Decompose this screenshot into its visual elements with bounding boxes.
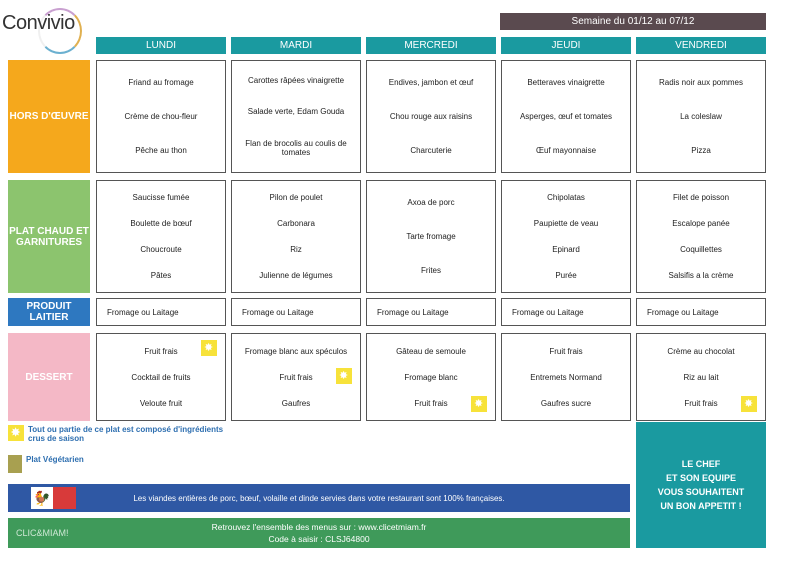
menu-cell: Gâteau de semoule Fromage blanc Fruit frai… <box>366 333 496 421</box>
convivio-logo: Convivio <box>0 6 90 54</box>
menu-cell: Carottes râpées vinaigrette Salade verte,… <box>231 60 361 173</box>
menu-item: Fromage ou Laitage <box>512 307 584 317</box>
menu-item: Fruit frais <box>414 398 448 408</box>
menus-link[interactable]: Retrouvez l'ensemble des menus sur : www… <box>211 522 427 532</box>
menu-item: Endives, jambon et œuf <box>388 77 474 87</box>
chef-message: LE CHEF ET SON EQUIPE VOUS SOUHAITENT UN… <box>636 422 766 548</box>
menu-item: Riz <box>290 244 302 254</box>
menu-item: Betteraves vinaigrette <box>527 77 605 87</box>
menu-item: La coleslaw <box>680 111 722 121</box>
row-label: DESSERT <box>8 333 90 421</box>
menu-item: Fromage ou Laitage <box>377 307 449 317</box>
menu-item: Fromage ou Laitage <box>647 307 719 317</box>
clicmiam-logo: CLIC&MIAM! <box>16 528 69 538</box>
row-label: HORS D'ŒUVRE <box>8 60 90 173</box>
menu-item: Carottes râpées vinaigrette <box>247 76 345 86</box>
menus-banner: CLIC&MIAM! Retrouvez l'ensemble des menu… <box>8 518 630 548</box>
day-header-vendredi: VENDREDI <box>636 37 766 54</box>
menu-item: Fromage ou Laitage <box>107 307 179 317</box>
menu-item: Axoa de porc <box>407 197 455 207</box>
day-header-jeudi: JEUDI <box>501 37 631 54</box>
menu-item: Choucroute <box>140 244 182 254</box>
day-header-mercredi: MERCREDI <box>366 37 496 54</box>
menu-cell: Axoa de porc Tarte fromage Frites <box>366 180 496 293</box>
menu-item: Chou rouge aux raisins <box>389 111 473 121</box>
menu-cell: Fromage blanc aux spéculos Fruit frais Gau… <box>231 333 361 421</box>
menu-item: Crème de chou-fleur <box>124 111 198 121</box>
menu-cell: Chipolatas Paupiette de veau Epinard Purée <box>501 180 631 293</box>
menu-item: Veloute fruit <box>139 398 183 408</box>
menu-item: Pêche au thon <box>135 146 187 156</box>
menu-item: Saucisse fumée <box>132 193 190 203</box>
menu-item: Pilon de poulet <box>269 193 323 203</box>
menu-item: Purée <box>555 270 577 280</box>
menu-cell: Fruit frais Cocktail de fruits Veloute fru… <box>96 333 226 421</box>
menu-item: Flan de brocolis au coulis de tomates <box>245 138 347 157</box>
menu-cell: Filet de poisson Escalope panée Coquillett… <box>636 180 766 293</box>
menu-cell: Radis noir aux pommes La coleslaw Pizza <box>636 60 766 173</box>
menu-item: Crème au chocolat <box>667 346 735 356</box>
menu-item: Boulette de bœuf <box>130 219 192 229</box>
day-header-mardi: MARDI <box>231 37 361 54</box>
sun-icon <box>741 396 757 412</box>
menu-item: Gaufres sucre <box>540 398 592 408</box>
menu-cell: Crème au chocolat Riz au lait Fruit frais <box>636 333 766 421</box>
menu-item: Charcuterie <box>410 146 452 156</box>
menu-item: Carbonara <box>277 219 315 229</box>
menu-item: Gaufres <box>281 398 311 408</box>
menu-item: Paupiette de veau <box>533 219 599 229</box>
menu-item: Entremets Normand <box>530 372 602 382</box>
sun-icon <box>8 425 24 441</box>
day-header-lundi: LUNDI <box>96 37 226 54</box>
menu-cell: Pilon de poulet Carbonara Riz Julienne de l… <box>231 180 361 293</box>
menu-cell: Fromage ou Laitage <box>636 298 766 326</box>
legend-vegetarian: Plat Végétarien <box>8 455 84 473</box>
row-label: PLAT CHAUD ET GARNITURES <box>8 180 90 293</box>
menu-item: Julienne de légumes <box>259 270 333 280</box>
menu-item: Chipolatas <box>547 193 585 203</box>
animal-flags-icon: 🐓 <box>8 487 77 509</box>
sun-icon <box>336 368 352 384</box>
legend-seasonal: Tout ou partie de ce plat est composé d'… <box>8 425 228 443</box>
menu-cell: Fromage ou Laitage <box>96 298 226 326</box>
menu-cell: Fromage ou Laitage <box>501 298 631 326</box>
menu-item: Pizza <box>691 146 711 156</box>
menu-cell: Fromage ou Laitage <box>231 298 361 326</box>
menu-cell: Saucisse fumée Boulette de bœuf Choucroute… <box>96 180 226 293</box>
menu-cell: Fruit frais Entremets Normand Gaufres sucr… <box>501 333 631 421</box>
menu-item: Salsifis a la crème <box>668 270 734 280</box>
menu-item: Escalope panée <box>672 219 730 229</box>
menu-cell: Friand au fromage Crème de chou-fleur Pêch… <box>96 60 226 173</box>
sun-icon <box>471 396 487 412</box>
menu-item: Fruit frais <box>144 346 178 356</box>
french-meat-banner: 🐓 Les viandes entières de porc, bœuf, vo… <box>8 484 630 512</box>
menu-item: Filet de poisson <box>672 193 730 203</box>
menu-cell: Fromage ou Laitage <box>366 298 496 326</box>
menu-cell: Betteraves vinaigrette Asperges, œuf et t… <box>501 60 631 173</box>
menu-item: Tarte fromage <box>406 231 456 241</box>
week-banner: Semaine du 01/12 au 07/12 <box>500 13 766 30</box>
menu-item: Pâtes <box>150 270 172 280</box>
menu-item: Coquillettes <box>680 244 722 254</box>
menu-item: Friand au fromage <box>128 77 194 87</box>
menu-item: Riz au lait <box>683 372 719 382</box>
sun-icon <box>201 340 217 356</box>
menu-item: Fromage blanc <box>404 372 458 382</box>
menu-item: Cocktail de fruits <box>131 372 191 382</box>
menu-item: Frites <box>421 266 441 276</box>
menu-item: Gâteau de semoule <box>396 346 466 356</box>
menu-item: Asperges, œuf et tomates <box>519 111 613 121</box>
menu-item: Radis noir aux pommes <box>658 77 744 87</box>
menu-item: Epinard <box>552 244 580 254</box>
menu-item: Fruit frais <box>684 398 718 408</box>
menu-item: Œuf mayonnaise <box>535 146 597 156</box>
menu-item: Fruit frais <box>549 346 583 356</box>
menu-item: Fromage blanc aux spéculos <box>244 346 348 356</box>
row-label: PRODUIT LAITIER <box>8 298 90 326</box>
menu-item: Fromage ou Laitage <box>242 307 314 317</box>
menu-item: Fruit frais <box>279 372 313 382</box>
menu-cell: Endives, jambon et œuf Chou rouge aux rai… <box>366 60 496 173</box>
vegetarian-icon <box>8 455 22 473</box>
menu-item: Salade verte, Edam Gouda <box>247 107 345 117</box>
